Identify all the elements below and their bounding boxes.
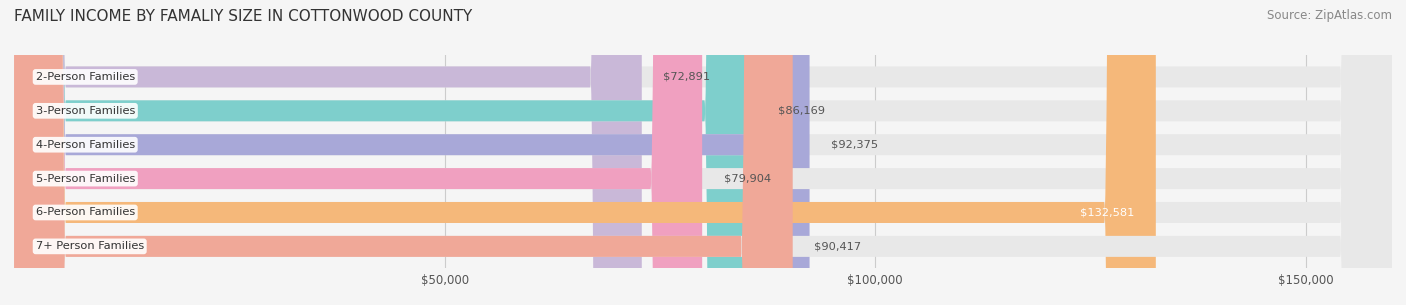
FancyBboxPatch shape [14,0,810,305]
FancyBboxPatch shape [14,0,702,305]
FancyBboxPatch shape [14,0,1392,305]
Text: FAMILY INCOME BY FAMALIY SIZE IN COTTONWOOD COUNTY: FAMILY INCOME BY FAMALIY SIZE IN COTTONW… [14,9,472,24]
Text: 5-Person Families: 5-Person Families [35,174,135,184]
FancyBboxPatch shape [14,0,1392,305]
Text: 2-Person Families: 2-Person Families [35,72,135,82]
Text: $92,375: $92,375 [831,140,879,150]
FancyBboxPatch shape [14,0,641,305]
Text: $86,169: $86,169 [778,106,825,116]
FancyBboxPatch shape [14,0,793,305]
FancyBboxPatch shape [14,0,1156,305]
FancyBboxPatch shape [14,0,1392,305]
Text: $79,904: $79,904 [724,174,770,184]
FancyBboxPatch shape [14,0,1392,305]
Text: $72,891: $72,891 [664,72,710,82]
FancyBboxPatch shape [14,0,1392,305]
Text: 4-Person Families: 4-Person Families [35,140,135,150]
Text: $90,417: $90,417 [814,241,862,251]
FancyBboxPatch shape [14,0,1392,305]
Text: 3-Person Families: 3-Person Families [35,106,135,116]
Text: $132,581: $132,581 [1080,207,1135,217]
Text: 7+ Person Families: 7+ Person Families [35,241,143,251]
FancyBboxPatch shape [14,0,756,305]
Text: 6-Person Families: 6-Person Families [35,207,135,217]
Text: Source: ZipAtlas.com: Source: ZipAtlas.com [1267,9,1392,22]
